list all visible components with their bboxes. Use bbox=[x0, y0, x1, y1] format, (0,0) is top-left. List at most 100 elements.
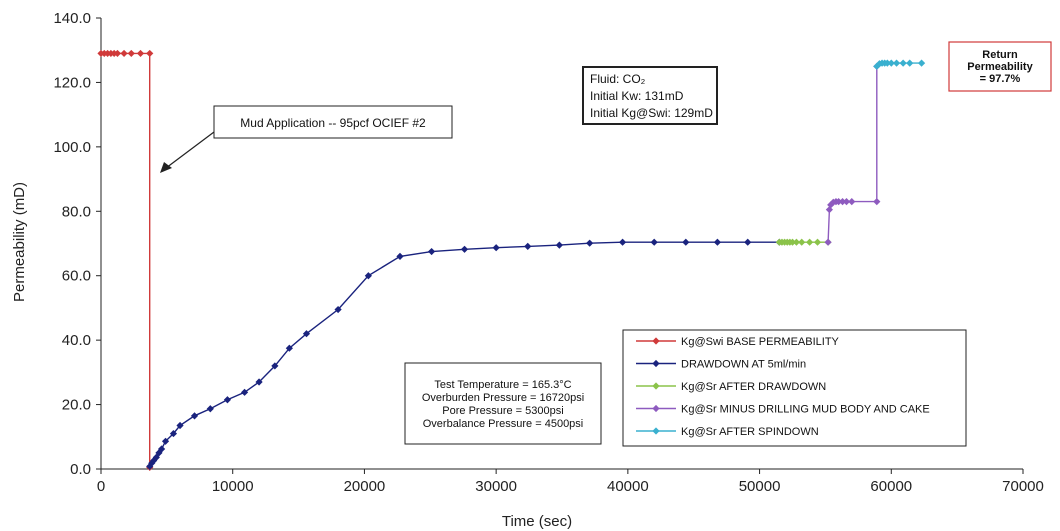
data-point bbox=[136, 49, 145, 58]
return-info-line: = 97.7% bbox=[980, 73, 1021, 85]
series-line bbox=[827, 66, 878, 243]
data-point bbox=[838, 198, 847, 206]
data-point bbox=[120, 49, 128, 58]
data-point bbox=[798, 238, 806, 246]
y-tick-label: 120.0 bbox=[53, 74, 91, 91]
legend-marker-icon bbox=[652, 337, 660, 345]
data-point bbox=[792, 238, 801, 246]
data-point bbox=[899, 59, 907, 67]
data-point bbox=[873, 198, 881, 206]
data-point bbox=[682, 238, 690, 246]
data-point bbox=[835, 198, 843, 206]
x-tick-label: 20000 bbox=[344, 478, 386, 495]
data-point bbox=[848, 198, 856, 206]
conditions-line: Overburden Pressure = 16720psi bbox=[422, 392, 584, 404]
legend-item: DRAWDOWN AT 5ml/min bbox=[636, 359, 806, 371]
data-point bbox=[150, 457, 158, 465]
y-axis-label: Permeability (mD) bbox=[11, 182, 28, 302]
legend-item: Kg@Sr AFTER DRAWDOWN bbox=[636, 381, 826, 393]
conditions-line: Pore Pressure = 5300psi bbox=[442, 405, 563, 417]
data-point bbox=[206, 405, 214, 413]
series-3 bbox=[775, 238, 832, 246]
data-point bbox=[428, 247, 436, 256]
data-point bbox=[113, 49, 122, 58]
data-point bbox=[155, 449, 163, 457]
data-point bbox=[906, 59, 914, 67]
legend-marker-icon bbox=[652, 359, 660, 368]
data-point bbox=[788, 238, 797, 246]
data-point bbox=[813, 238, 822, 246]
legend-item: Kg@Sr MINUS DRILLING MUD BODY AND CAKE bbox=[636, 404, 930, 416]
x-tick-label: 70000 bbox=[1002, 478, 1044, 495]
y-tick-label: 0.0 bbox=[70, 461, 91, 478]
conditions-line: Overbalance Pressure = 4500psi bbox=[423, 418, 584, 430]
data-point bbox=[169, 429, 178, 438]
x-axis-label: Time (sec) bbox=[502, 513, 572, 530]
data-point bbox=[334, 305, 342, 314]
callout-box bbox=[213, 105, 453, 139]
legend-marker-icon bbox=[652, 382, 660, 390]
data-point bbox=[396, 252, 404, 260]
series-5 bbox=[873, 59, 926, 70]
callout-text: Mud Application -- 95pcf OCIEF #2 bbox=[240, 116, 426, 130]
fluid-info-line: Initial Kw: 131mD bbox=[590, 89, 684, 103]
series-4 bbox=[824, 62, 881, 246]
data-point bbox=[161, 437, 170, 445]
data-point bbox=[146, 49, 154, 58]
x-tick-label: 10000 bbox=[212, 478, 254, 495]
legend-marker-icon bbox=[652, 427, 660, 435]
legend-box bbox=[622, 329, 967, 447]
y-tick-label: 80.0 bbox=[62, 203, 91, 220]
data-point bbox=[618, 238, 627, 246]
data-point bbox=[460, 245, 469, 253]
data-point bbox=[873, 62, 881, 70]
data-point bbox=[883, 59, 891, 67]
data-point bbox=[127, 49, 135, 58]
data-point bbox=[176, 421, 184, 430]
data-point bbox=[285, 344, 293, 352]
fluid-info-line: Fluid: CO₂ bbox=[590, 72, 646, 86]
callout-arrow-line bbox=[165, 131, 215, 169]
fluid-info-box: Fluid: CO₂ Initial Kw: 131mD Initial Kg@Sw… bbox=[582, 66, 718, 125]
legend-item: Kg@Swi BASE PERMEABILITY bbox=[636, 336, 840, 348]
y-tick-label: 100.0 bbox=[53, 139, 91, 156]
legend-item: Kg@Sr AFTER SPINDOWN bbox=[636, 426, 819, 438]
data-point bbox=[364, 272, 372, 280]
y-tick-label: 40.0 bbox=[62, 332, 91, 349]
series-line bbox=[101, 52, 151, 468]
mud-application-callout: Mud Application -- 95pcf OCIEF #2 bbox=[160, 105, 453, 173]
data-point bbox=[271, 362, 279, 370]
data-point bbox=[492, 244, 500, 252]
y-tick-label: 20.0 bbox=[62, 397, 91, 414]
legend-label: Kg@Swi BASE PERMEABILITY bbox=[681, 336, 840, 348]
data-point bbox=[152, 453, 160, 462]
fluid-box-frame bbox=[582, 66, 718, 125]
return-info-line: Return bbox=[982, 49, 1018, 61]
data-point bbox=[157, 445, 166, 453]
legend-label: Kg@Sr AFTER DRAWDOWN bbox=[681, 381, 826, 393]
x-tick-label: 40000 bbox=[607, 478, 649, 495]
x-tick-label: 60000 bbox=[870, 478, 912, 495]
legend-label: Kg@Sr AFTER SPINDOWN bbox=[681, 426, 819, 438]
data-point bbox=[255, 378, 263, 386]
data-point bbox=[524, 242, 532, 250]
conditions-box-frame bbox=[404, 362, 602, 445]
legend-label: Kg@Sr MINUS DRILLING MUD BODY AND CAKE bbox=[681, 404, 930, 416]
return-box-frame bbox=[948, 41, 1052, 92]
data-point bbox=[806, 238, 814, 246]
data-point bbox=[744, 238, 752, 246]
data-point bbox=[555, 241, 563, 249]
data-point bbox=[887, 59, 895, 67]
x-tick-label: 30000 bbox=[475, 478, 517, 495]
data-point bbox=[917, 59, 926, 67]
series-1 bbox=[97, 49, 154, 471]
conditions-line: Test Temperature = 165.3°C bbox=[434, 379, 571, 391]
y-tick-label: 60.0 bbox=[62, 268, 91, 285]
data-point bbox=[240, 388, 249, 396]
data-point bbox=[824, 238, 832, 246]
arrow-head-icon bbox=[160, 162, 172, 173]
